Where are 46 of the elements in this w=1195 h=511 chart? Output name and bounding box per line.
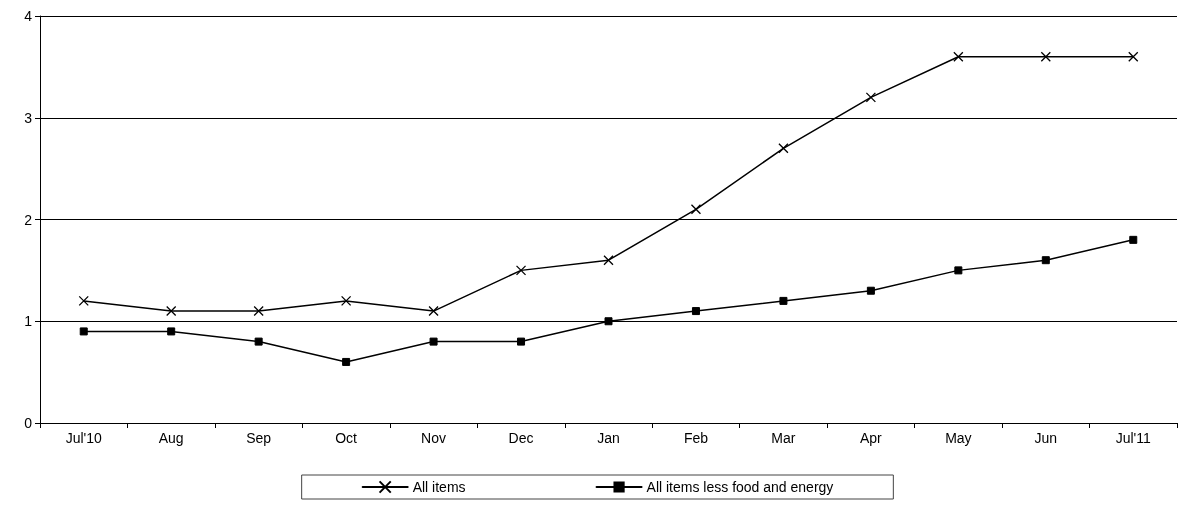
- y-tick-label: 1: [24, 313, 33, 330]
- point: [1040, 51, 1051, 62]
- x-tick-label: Jul'10: [65, 430, 103, 446]
- point: [1128, 51, 1139, 62]
- x-tick-label: Oct: [335, 430, 358, 446]
- x-tick-label: Aug: [158, 430, 184, 446]
- point: [603, 255, 614, 266]
- point: [517, 337, 526, 346]
- x-tick-label: May: [945, 430, 972, 446]
- point: [340, 295, 352, 307]
- point: [78, 295, 89, 307]
- point: [779, 296, 788, 305]
- x-tick-label: Jul'11: [1115, 430, 1152, 446]
- point: [253, 305, 264, 317]
- y-tick-label: 4: [24, 8, 33, 24]
- x-tick-label: Jun: [1034, 430, 1058, 446]
- point: [866, 286, 875, 295]
- point: [515, 265, 527, 276]
- x-tick-label: Nov: [421, 430, 447, 446]
- point: [429, 337, 438, 346]
- point: [691, 307, 700, 316]
- point: [778, 143, 789, 154]
- point: [79, 327, 88, 336]
- x-tick-label: Dec: [508, 430, 534, 446]
- point: [953, 51, 964, 62]
- point: [954, 266, 963, 275]
- x-tick-label: Feb: [683, 430, 709, 446]
- legend-label: All items less food and energy: [646, 479, 834, 495]
- point: [604, 317, 613, 326]
- x-tick-label: Apr: [859, 430, 883, 446]
- x-tick-label: Jan: [597, 430, 620, 446]
- x-tick-label: Mar: [771, 430, 796, 446]
- y-tick-label: 2: [24, 211, 33, 228]
- point: [1041, 256, 1050, 265]
- point: [166, 305, 177, 317]
- point: [1129, 235, 1138, 244]
- point: [428, 305, 439, 317]
- legend-label: All items: [412, 479, 466, 495]
- x-tick-label: Sep: [246, 430, 272, 446]
- point: [690, 204, 702, 215]
- y-tick-label: 0: [24, 415, 33, 431]
- point: [167, 327, 176, 336]
- point: [865, 92, 877, 103]
- point: [342, 357, 351, 366]
- point: [254, 337, 263, 346]
- y-tick-label: 3: [24, 109, 33, 126]
